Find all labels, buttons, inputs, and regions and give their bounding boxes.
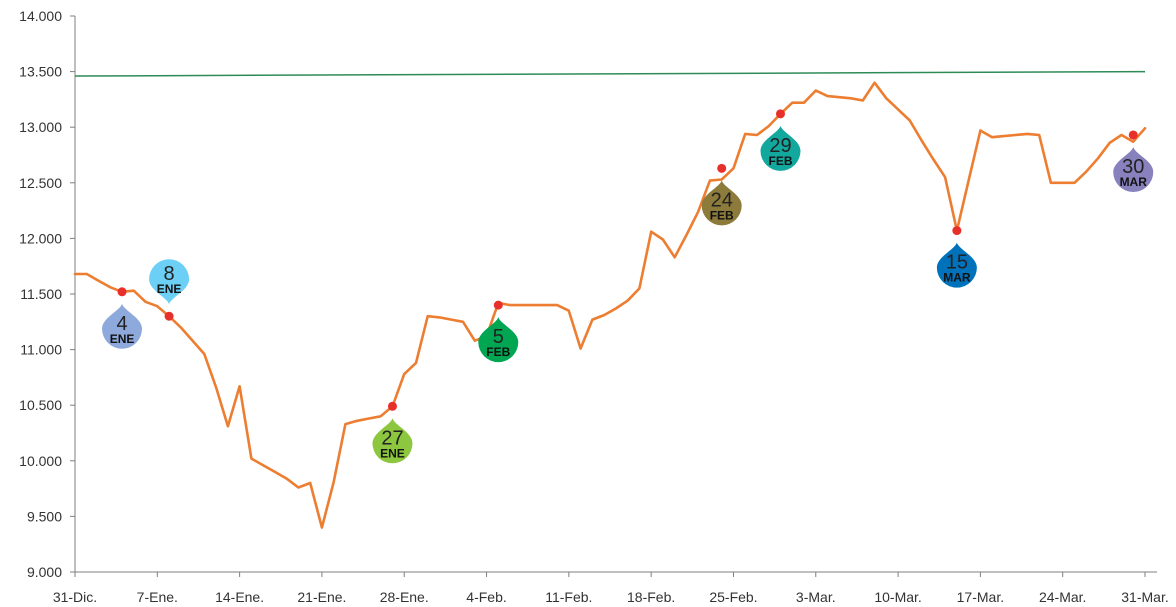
y-tick-label: 9.000 (27, 564, 62, 580)
drop-day-label: 15 (946, 252, 968, 274)
x-tick-label: 17-Mar. (957, 589, 1004, 605)
drop-day-label: 4 (116, 313, 127, 335)
drop-day-label: 30 (1122, 156, 1144, 178)
drop-shape (102, 303, 143, 349)
event-marker (493, 300, 503, 310)
event-marker (387, 401, 397, 411)
y-tick-label: 9.500 (27, 508, 62, 524)
x-tick-label: 31-Mar. (1121, 589, 1168, 605)
price-series-line (73, 81, 1147, 529)
y-tick-label: 12.500 (19, 175, 62, 191)
event-marker (1128, 130, 1138, 140)
drop-shape (701, 180, 742, 226)
drop-shape (760, 125, 801, 171)
y-tick-label: 11.500 (20, 286, 62, 302)
x-tick-label: 21-Ene. (297, 589, 346, 605)
x-tick-label: 3-Mar. (796, 589, 836, 605)
x-tick-label: 28-Ene. (380, 589, 429, 605)
chart-lines (73, 70, 1147, 529)
drop-day-label: 8 (164, 263, 175, 285)
drop-month-label: FEB (768, 154, 792, 168)
y-tick-label: 13.500 (19, 64, 62, 80)
drop-month-label: FEB (710, 208, 734, 222)
y-tick-label: 14.000 (19, 8, 62, 24)
y-tick-label: 13.000 (19, 119, 62, 135)
drop-day-label: 5 (493, 326, 504, 348)
drop-month-label: MAR (1120, 175, 1148, 189)
chart-axes: 9.000 9.500 10.000 10.500 11.000 11.500 12.000… (19, 8, 1169, 605)
x-tick-label: 10-Mar. (874, 589, 921, 605)
drop-shape (1113, 146, 1154, 192)
event-marker (117, 287, 127, 297)
drop-shape (478, 317, 519, 363)
y-tick-label: 12.000 (19, 230, 62, 246)
drop-month-label: ENE (380, 446, 405, 460)
drop-shape (936, 242, 977, 288)
event-marker (952, 226, 962, 236)
y-tick-label: 10.000 (19, 453, 62, 469)
drop-day-label: 29 (769, 135, 791, 157)
x-tick-label: 31-Dic. (53, 589, 97, 605)
x-tick-label: 24-Mar. (1039, 589, 1086, 605)
x-tick-label: 7-Ene. (137, 589, 178, 605)
drop-shape (372, 418, 413, 464)
drop-month-label: FEB (486, 345, 510, 359)
drop-shape (149, 259, 190, 305)
x-tick-label: 4-Feb. (466, 589, 506, 605)
drop-month-label: ENE (110, 332, 135, 346)
x-tick-label: 25-Feb. (709, 589, 757, 605)
chart-markers (117, 109, 1138, 411)
reference-line (74, 70, 1146, 77)
x-tick-label: 11-Feb. (545, 589, 592, 605)
drop-month-label: MAR (943, 271, 971, 285)
event-marker (775, 109, 785, 119)
event-marker (717, 163, 727, 173)
y-tick-label: 11.000 (20, 342, 62, 358)
drop-day-label: 24 (711, 189, 733, 211)
y-tick-label: 10.500 (19, 397, 62, 413)
event-marker (164, 311, 174, 321)
drop-day-label: 27 (381, 427, 403, 449)
x-tick-label: 18-Feb. (627, 589, 675, 605)
drop-month-label: ENE (157, 282, 182, 296)
x-tick-label: 14-Ene. (215, 589, 264, 605)
